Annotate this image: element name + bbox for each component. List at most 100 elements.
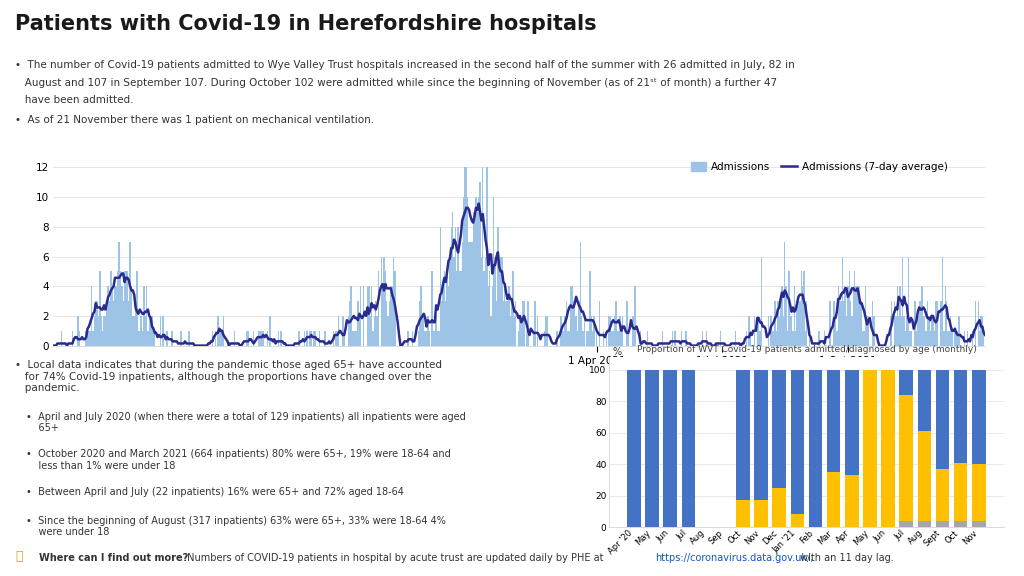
- Bar: [803, 271, 805, 346]
- Bar: [358, 316, 360, 346]
- Bar: [603, 331, 604, 346]
- Bar: [873, 316, 874, 346]
- Bar: [755, 370, 768, 501]
- Bar: [957, 331, 958, 346]
- Bar: [260, 331, 261, 346]
- Bar: [423, 316, 425, 346]
- Bar: [681, 331, 682, 346]
- Bar: [223, 316, 224, 346]
- Bar: [214, 331, 216, 346]
- Bar: [115, 286, 116, 346]
- Bar: [360, 286, 361, 346]
- Bar: [635, 286, 636, 346]
- Bar: [261, 331, 262, 346]
- Bar: [776, 331, 777, 346]
- Bar: [547, 316, 548, 346]
- Bar: [386, 301, 387, 346]
- Bar: [845, 370, 858, 475]
- Bar: [442, 286, 443, 346]
- Bar: [152, 316, 153, 346]
- Bar: [818, 331, 820, 346]
- Bar: [580, 242, 581, 346]
- Bar: [587, 331, 588, 346]
- Bar: [455, 227, 456, 346]
- Bar: [845, 475, 858, 527]
- Bar: [972, 521, 985, 527]
- Bar: [148, 316, 150, 346]
- Bar: [928, 316, 930, 346]
- Text: 🔍: 🔍: [15, 550, 23, 563]
- Bar: [218, 331, 220, 346]
- Bar: [492, 286, 494, 346]
- Bar: [381, 256, 382, 346]
- Bar: [370, 316, 371, 346]
- Bar: [591, 316, 592, 346]
- Bar: [418, 331, 419, 346]
- Bar: [79, 331, 80, 346]
- Bar: [782, 316, 784, 346]
- Bar: [774, 301, 776, 346]
- Bar: [427, 316, 429, 346]
- Bar: [664, 370, 677, 527]
- Bar: [452, 212, 454, 346]
- Bar: [480, 256, 482, 346]
- Bar: [850, 301, 851, 346]
- Bar: [132, 316, 133, 346]
- Bar: [802, 286, 803, 346]
- Bar: [936, 469, 949, 521]
- Bar: [510, 316, 511, 346]
- Bar: [944, 286, 946, 346]
- Bar: [506, 301, 507, 346]
- Bar: [851, 316, 853, 346]
- Bar: [120, 271, 121, 346]
- Bar: [903, 316, 905, 346]
- Bar: [515, 301, 516, 346]
- Bar: [570, 286, 571, 346]
- Bar: [389, 301, 390, 346]
- Bar: [584, 316, 585, 346]
- Bar: [627, 301, 628, 346]
- Bar: [96, 301, 98, 346]
- Bar: [791, 370, 804, 514]
- Bar: [127, 271, 128, 346]
- Bar: [117, 271, 119, 346]
- Bar: [967, 331, 968, 346]
- Bar: [562, 331, 563, 346]
- Bar: [318, 331, 321, 346]
- Bar: [845, 286, 846, 346]
- Bar: [901, 316, 902, 346]
- Bar: [857, 286, 858, 346]
- Bar: [357, 301, 358, 346]
- Bar: [431, 271, 433, 346]
- Bar: [85, 331, 87, 346]
- Bar: [824, 331, 825, 346]
- Bar: [662, 331, 664, 346]
- Bar: [954, 331, 955, 346]
- Bar: [437, 331, 438, 346]
- Bar: [964, 331, 966, 346]
- Bar: [438, 331, 439, 346]
- Bar: [972, 331, 974, 346]
- Bar: [623, 316, 624, 346]
- Bar: [349, 301, 350, 346]
- Bar: [826, 370, 841, 472]
- Bar: [462, 242, 463, 346]
- Bar: [545, 316, 547, 346]
- Bar: [526, 331, 527, 346]
- Bar: [212, 331, 213, 346]
- Bar: [512, 271, 514, 346]
- Bar: [351, 331, 353, 346]
- Bar: [613, 316, 615, 346]
- Bar: [463, 197, 464, 346]
- Bar: [781, 286, 782, 346]
- Legend: Admissions, Admissions (7-day average): Admissions, Admissions (7-day average): [686, 158, 952, 176]
- Bar: [435, 316, 437, 346]
- Bar: [141, 331, 143, 346]
- Bar: [373, 331, 374, 346]
- Text: %: %: [612, 347, 622, 357]
- Bar: [632, 316, 633, 346]
- Bar: [262, 331, 264, 346]
- Bar: [770, 316, 772, 346]
- Text: •  The number of Covid-19 patients admitted to Wye Valley Trust hospitals increa: • The number of Covid-19 patients admitt…: [15, 60, 795, 70]
- Text: •  April and July 2020 (when there were a total of 129 inpatients) all inpatient: • April and July 2020 (when there were a…: [26, 412, 465, 433]
